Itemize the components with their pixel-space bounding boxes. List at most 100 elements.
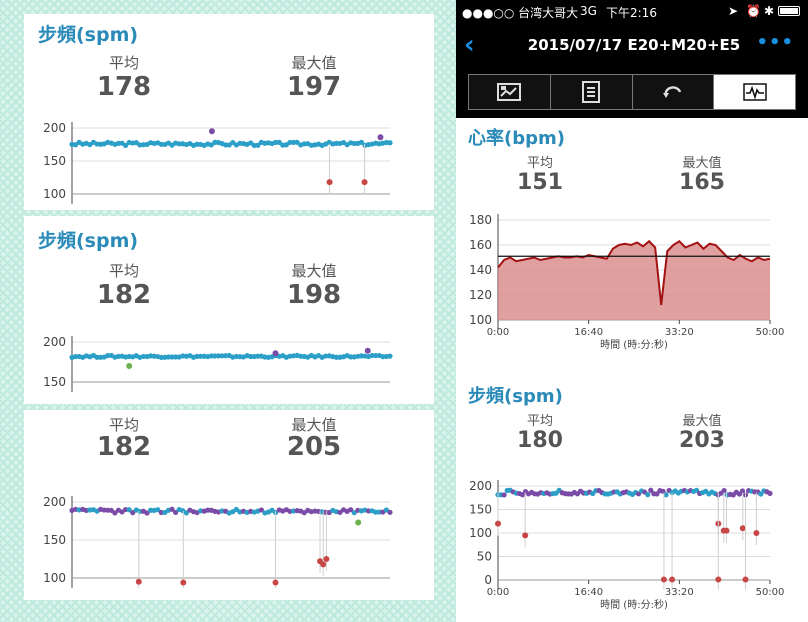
tab-charts[interactable]	[714, 75, 795, 109]
bluetooth-icon: ✱	[764, 4, 775, 18]
more-button[interactable]: •••	[756, 32, 794, 53]
cadence-chart-3: 200 150 100	[43, 495, 393, 588]
cadence-point	[255, 142, 261, 148]
cadence-point	[273, 139, 279, 145]
x-tick-label: 33:20	[665, 327, 694, 338]
tab-strip	[456, 70, 808, 118]
tab-details[interactable]	[550, 75, 633, 109]
cadence-point	[739, 488, 746, 494]
battery-icon	[778, 6, 800, 16]
left-collage: 步頻(spm) 平均 178 最大值 197 200 150 100 步頻(spm)…	[0, 0, 456, 622]
cadence-point	[348, 354, 354, 360]
cadence-point	[130, 510, 136, 516]
cadence-card-2: 步頻(spm) 平均 182 最大值 198 200 150	[24, 216, 434, 404]
x-axis-label: 時間 (時:分:秒)	[600, 338, 668, 351]
alarm-icon: ⏰	[746, 4, 761, 18]
flag-chart-icon	[497, 83, 522, 101]
cadence-point	[165, 354, 172, 360]
segmented-tabs	[468, 74, 796, 110]
status-bar: ●●●○○ 台湾大哥大 3G 下午2:16 ➤ ⏰ ✱	[456, 0, 808, 22]
cadence-point	[290, 139, 297, 145]
phone-screen: ●●●○○ 台湾大哥大 3G 下午2:16 ➤ ⏰ ✱ ‹ 2015/07/17…	[456, 0, 808, 622]
x-tick-label: 0:00	[487, 587, 509, 598]
hr-line	[497, 239, 771, 306]
hr-avg-label: 平均	[526, 156, 553, 171]
cadence-point	[387, 509, 393, 515]
cadence-point	[663, 492, 669, 498]
y-tick-label: 50	[477, 550, 492, 564]
avg-value: 182	[96, 432, 152, 462]
outlier-point	[753, 530, 760, 536]
y-tick-label: 140	[469, 263, 492, 277]
cadence-point	[387, 353, 393, 359]
cadence-point	[645, 492, 651, 498]
cadence-point	[173, 354, 179, 360]
y-tick-label: 150	[43, 533, 66, 547]
cad-avg-value: 180	[517, 428, 563, 453]
cadence-point	[215, 353, 222, 359]
outlier-point	[669, 576, 676, 583]
cadence-point	[648, 487, 654, 493]
outlier-point	[320, 561, 327, 568]
outlier-point	[208, 128, 215, 135]
y-tick-label: 200	[43, 121, 66, 135]
cadence-point	[144, 510, 150, 516]
y-tick-label: 120	[469, 288, 492, 302]
max-label: 最大值	[291, 54, 337, 72]
cadence-point	[358, 139, 365, 145]
cadence-point	[376, 509, 382, 515]
outlier-point	[355, 519, 362, 526]
max-label: 最大值	[291, 262, 337, 280]
outlier-point	[742, 576, 749, 583]
card-title: 步頻(spm)	[38, 24, 139, 46]
more-dots-icon: •••	[756, 32, 794, 53]
outlier-point	[272, 579, 279, 586]
hr-max-label: 最大值	[682, 156, 722, 171]
document-list-icon	[582, 81, 601, 103]
tab-summary[interactable]	[469, 75, 551, 109]
back-button[interactable]: ‹	[464, 30, 484, 60]
y-tick-label: 150	[469, 503, 492, 517]
carrier-text: ●●●○○ 台湾大哥大	[462, 6, 579, 20]
cadence-point	[348, 507, 354, 513]
outlier-point	[272, 350, 279, 357]
avg-label: 平均	[108, 262, 139, 280]
x-tick-label: 16:40	[574, 327, 603, 338]
outlier-point	[715, 576, 722, 583]
avg-label: 平均	[108, 54, 139, 72]
waveform-icon	[742, 83, 767, 101]
hr-max-value: 165	[679, 170, 725, 195]
cadence-point	[767, 490, 773, 496]
y-tick-label: 200	[43, 335, 66, 349]
cadence-point	[255, 353, 261, 359]
outlier-point	[126, 363, 133, 369]
outlier-point	[377, 134, 384, 141]
y-tick-label: 100	[469, 526, 492, 540]
tab-laps[interactable]	[632, 75, 715, 109]
cadence-point	[183, 510, 189, 516]
outlier-point	[361, 179, 368, 186]
x-tick-label: 50:00	[756, 327, 785, 338]
outlier-point	[326, 179, 333, 186]
x-tick-label: 0:00	[487, 327, 509, 338]
page-title: 2015/07/17 E20+M20+E5	[527, 36, 741, 54]
cadence-point	[155, 507, 161, 513]
cad-max-label: 最大值	[682, 414, 722, 429]
cadence-point	[122, 142, 129, 149]
cad-avg-label: 平均	[526, 414, 553, 429]
cadence-point	[126, 507, 132, 513]
cadence-card-1: 步頻(spm) 平均 178 最大值 197 200 150 100	[24, 14, 434, 210]
y-tick-label: 160	[469, 238, 492, 252]
cadence-title: 步頻(spm)	[468, 386, 563, 407]
avg-value: 182	[96, 280, 152, 310]
x-tick-label: 50:00	[756, 587, 785, 598]
nav-bar: ‹ 2015/07/17 E20+M20+E5 •••	[456, 22, 808, 70]
outlier-point	[522, 532, 529, 539]
cadence-point	[387, 140, 393, 146]
outlier-point	[495, 520, 501, 527]
hr-avg-value: 151	[517, 170, 563, 195]
max-label: 最大值	[291, 416, 337, 434]
y-tick-label: 150	[43, 154, 66, 168]
y-tick-label: 100	[43, 571, 66, 585]
